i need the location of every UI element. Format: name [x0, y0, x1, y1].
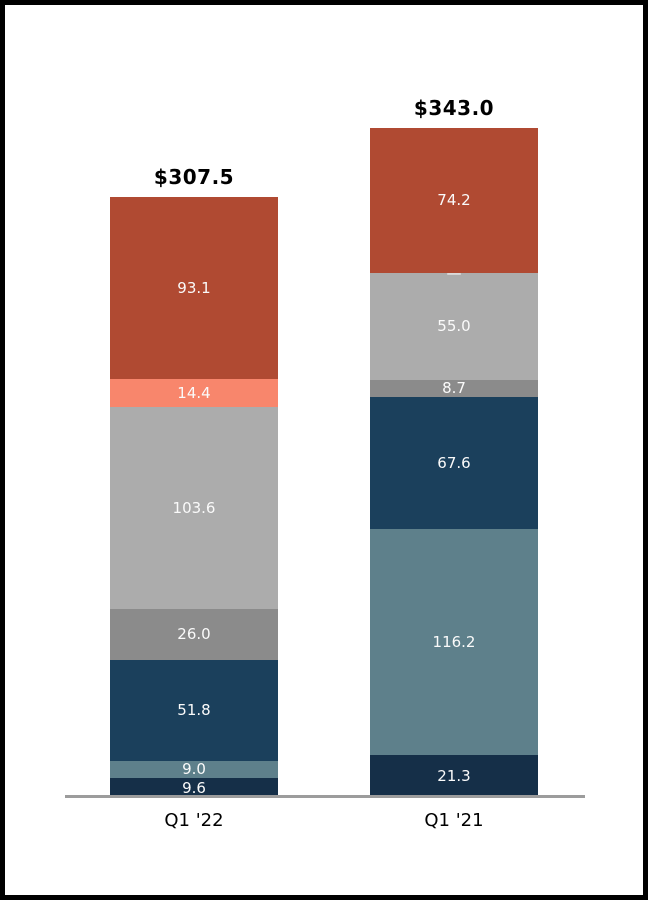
bar-segment: 103.6 — [110, 406, 278, 609]
bar-segment: 9.0 — [110, 760, 278, 779]
segment-value-label: 67.6 — [437, 453, 471, 472]
segment-value-label: 55.0 — [437, 317, 471, 336]
segment-value-label: 103.6 — [172, 498, 216, 517]
segment-value-label: 51.8 — [177, 701, 211, 720]
x-axis-category-label: Q1 '22 — [164, 810, 224, 831]
segment-value-label: 93.1 — [177, 278, 211, 297]
x-axis-category-label: Q1 '21 — [424, 810, 484, 831]
bar-total-label: $343.0 — [413, 95, 495, 120]
x-axis-line — [65, 795, 585, 798]
bar-segment: 67.6 — [370, 396, 538, 529]
segment-value-label: 9.6 — [182, 778, 206, 797]
bar-segment: 8.7 — [370, 379, 538, 398]
bar-segment: 21.3 — [370, 755, 538, 797]
bar-total-label: $307.5 — [153, 165, 235, 190]
bar-segment: 116.2 — [370, 528, 538, 756]
segment-value-label: 8.7 — [442, 379, 466, 398]
stacked-bar-q1-22: 93.1 14.4 103.6 26.0 51.8 9.0 9.6 — [110, 197, 278, 797]
bar-segment: 26.0 — [110, 608, 278, 660]
bar-segment: 55.0 — [370, 272, 538, 380]
bar-segment: 51.8 — [110, 659, 278, 761]
segment-value-label: 116.2 — [432, 633, 476, 652]
segment-value-label: 74.2 — [437, 191, 471, 210]
bar-segment: 9.6 — [110, 778, 278, 797]
segment-value-label: 9.0 — [182, 760, 206, 779]
bar-segment: 14.4 — [110, 378, 278, 407]
segment-value-label: 14.4 — [177, 383, 211, 402]
segment-value-label: 26.0 — [177, 625, 211, 644]
bar-segment: 93.1 — [110, 197, 278, 379]
bar-segment: 74.2 — [370, 127, 538, 273]
segment-value-label: 21.3 — [437, 767, 471, 786]
stacked-bar-q1-21: 74.2 — 55.0 8.7 67.6 116.2 21.3 — [370, 127, 538, 797]
segment-value-label: — — [446, 263, 462, 282]
